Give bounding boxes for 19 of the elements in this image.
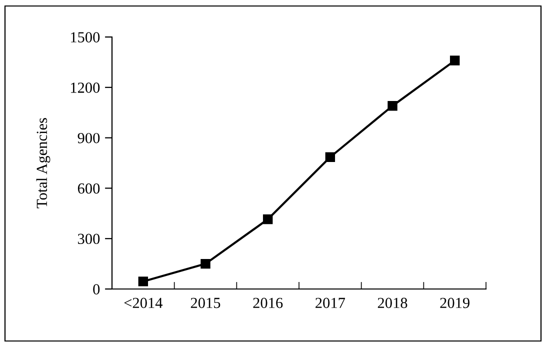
y-tick-label: 600 [78, 183, 100, 194]
y-tick-label: 900 [78, 132, 100, 144]
x-tick-label: 2017 [316, 298, 346, 308]
x-tick-label: 2016 [253, 298, 283, 308]
y-tick-label: 0 [93, 284, 100, 294]
y-tick-label: 1200 [70, 82, 100, 93]
x-tick-label: 2019 [440, 298, 470, 308]
x-tick-label: 2015 [190, 298, 220, 308]
y-tick-label: 300 [78, 234, 100, 244]
point [200, 258, 210, 269]
y-axis-title: Total Agencies [36, 118, 50, 208]
point [262, 214, 273, 224]
point [325, 152, 336, 162]
x-tick-label: <2014 [124, 298, 163, 308]
point [388, 101, 398, 111]
point [450, 56, 460, 66]
point [138, 276, 148, 286]
y-tick-label: 1500 [70, 32, 100, 42]
x-tick-label: 2018 [378, 298, 408, 308]
